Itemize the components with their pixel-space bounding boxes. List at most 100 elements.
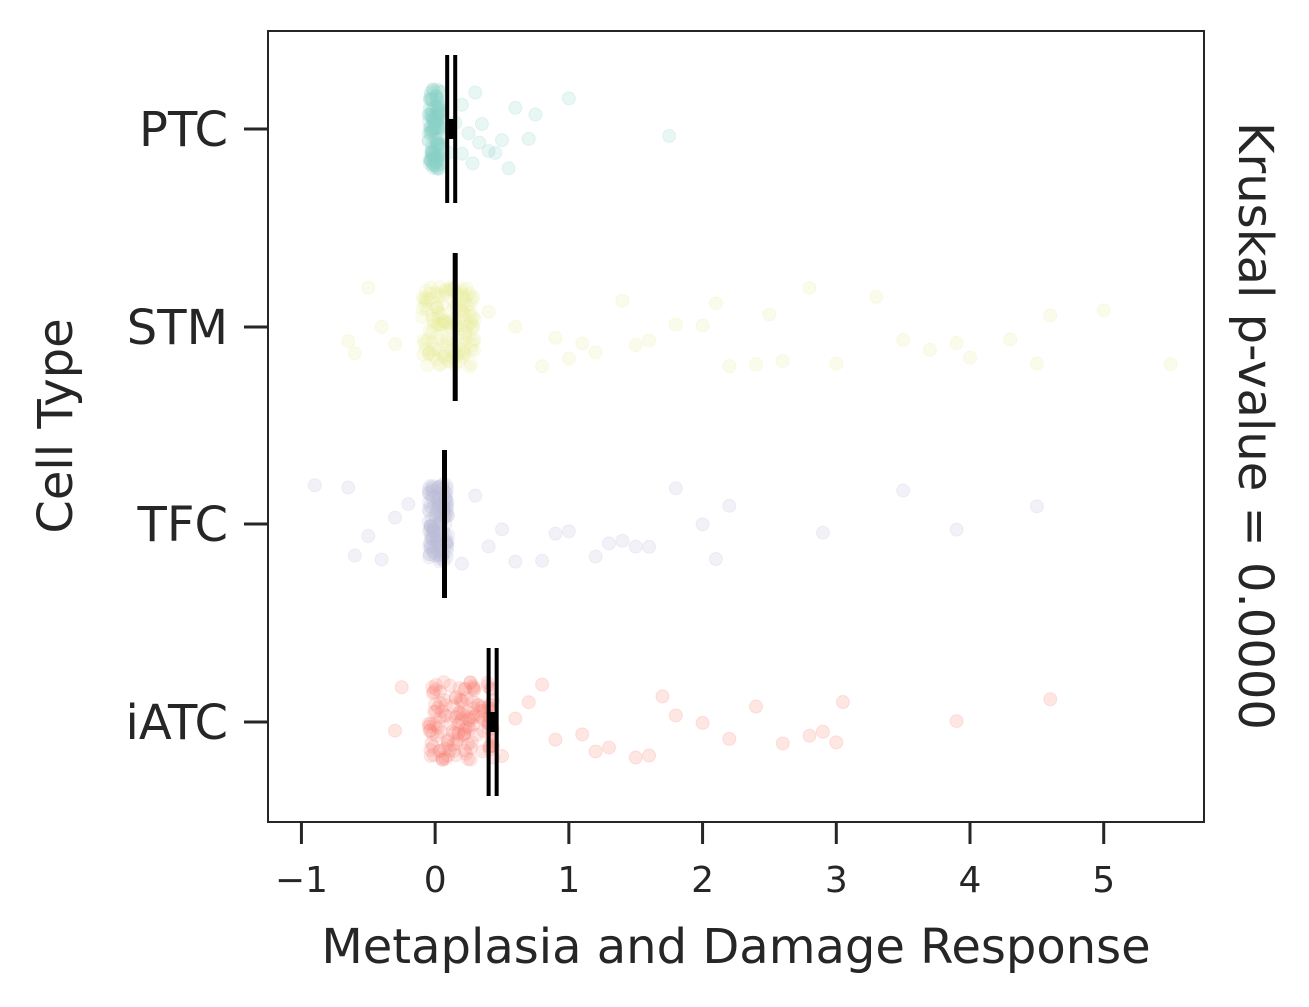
point-iatc	[432, 744, 447, 759]
point-tfc	[426, 524, 441, 539]
plot-frame	[267, 30, 1205, 823]
point-tfc	[423, 487, 438, 502]
point-iatc	[453, 706, 468, 721]
point-stm	[1043, 308, 1058, 323]
point-stm	[433, 331, 448, 346]
point-ptc	[423, 125, 438, 140]
point-iatc	[466, 694, 481, 709]
point-tfc	[421, 486, 436, 501]
point-tfc	[422, 547, 437, 562]
point-tfc	[424, 501, 439, 516]
point-tfc	[425, 488, 440, 503]
point-ptc	[424, 145, 439, 160]
point-stm	[416, 347, 431, 362]
point-ptc	[454, 97, 469, 112]
point-iatc	[427, 704, 442, 719]
point-stm	[418, 298, 433, 313]
point-iatc	[460, 737, 475, 752]
point-ptc	[454, 146, 469, 161]
point-stm	[575, 336, 590, 351]
point-stm	[415, 290, 430, 305]
point-stm	[459, 281, 474, 296]
point-ptc	[430, 132, 445, 147]
point-stm	[424, 325, 439, 340]
point-tfc	[628, 539, 643, 554]
point-iatc	[655, 689, 670, 704]
point-stm	[438, 282, 453, 297]
point-tfc	[422, 547, 437, 562]
point-tfc	[426, 539, 441, 554]
point-stm	[829, 356, 844, 371]
point-iatc	[435, 704, 450, 719]
point-stm	[462, 328, 477, 343]
point-stm	[462, 308, 477, 323]
point-tfc	[421, 494, 436, 509]
point-stm	[642, 333, 657, 348]
point-iatc	[425, 680, 440, 695]
point-ptc	[430, 105, 445, 120]
point-tfc	[423, 528, 438, 543]
point-ptc	[424, 101, 439, 116]
point-tfc	[424, 532, 439, 547]
point-ptc	[430, 113, 445, 128]
point-ptc	[422, 101, 437, 116]
point-iatc	[457, 743, 472, 758]
point-stm	[429, 285, 444, 300]
point-stm	[508, 319, 523, 334]
point-stm	[431, 317, 446, 332]
point-ptc	[429, 150, 444, 165]
point-ptc	[468, 85, 483, 100]
point-iatc	[422, 719, 437, 734]
point-tfc	[668, 481, 683, 496]
point-ptc	[425, 147, 440, 162]
point-ptc	[430, 136, 445, 151]
point-stm	[435, 314, 450, 329]
point-stm	[422, 344, 437, 359]
point-ptc	[430, 136, 445, 151]
point-stm	[425, 311, 440, 326]
point-ptc	[422, 92, 437, 107]
point-iatc	[428, 677, 443, 692]
point-stm	[361, 280, 376, 295]
point-stm	[430, 287, 445, 302]
x-axis-title: Metaplasia and Damage Response	[321, 919, 1150, 975]
point-iatc	[439, 709, 454, 724]
point-stm	[457, 345, 472, 360]
point-iatc	[695, 715, 710, 730]
x-tick-label: 0	[424, 860, 447, 901]
point-stm	[422, 346, 437, 361]
point-stm	[467, 331, 482, 346]
point-stm	[457, 308, 472, 323]
point-iatc	[535, 677, 550, 692]
point-ptc	[424, 146, 439, 161]
point-stm	[722, 359, 737, 374]
summary-lines	[442, 55, 499, 796]
point-ptc	[429, 154, 444, 169]
point-ptc	[421, 126, 436, 141]
point-iatc	[460, 719, 475, 734]
point-iatc	[421, 716, 436, 731]
point-stm	[775, 353, 790, 368]
point-stm	[415, 301, 430, 316]
point-ptc	[430, 97, 445, 112]
point-ptc	[426, 122, 441, 137]
point-stm	[1029, 356, 1044, 371]
point-stm	[420, 358, 435, 373]
point-iatc	[428, 704, 443, 719]
x-tick-label: 5	[1092, 860, 1115, 901]
median-box-iatc	[488, 712, 497, 732]
point-ptc	[428, 152, 443, 167]
point-stm	[425, 335, 440, 350]
point-stm	[420, 333, 435, 348]
point-iatc	[423, 749, 438, 764]
point-iatc	[422, 724, 437, 739]
point-iatc	[426, 739, 441, 754]
point-iatc	[456, 707, 471, 722]
point-ptc	[425, 150, 440, 165]
point-ptc	[423, 152, 438, 167]
point-tfc	[341, 480, 356, 495]
data-points	[307, 82, 1178, 767]
point-stm	[435, 288, 450, 303]
point-iatc	[433, 684, 448, 699]
point-iatc	[388, 723, 403, 738]
